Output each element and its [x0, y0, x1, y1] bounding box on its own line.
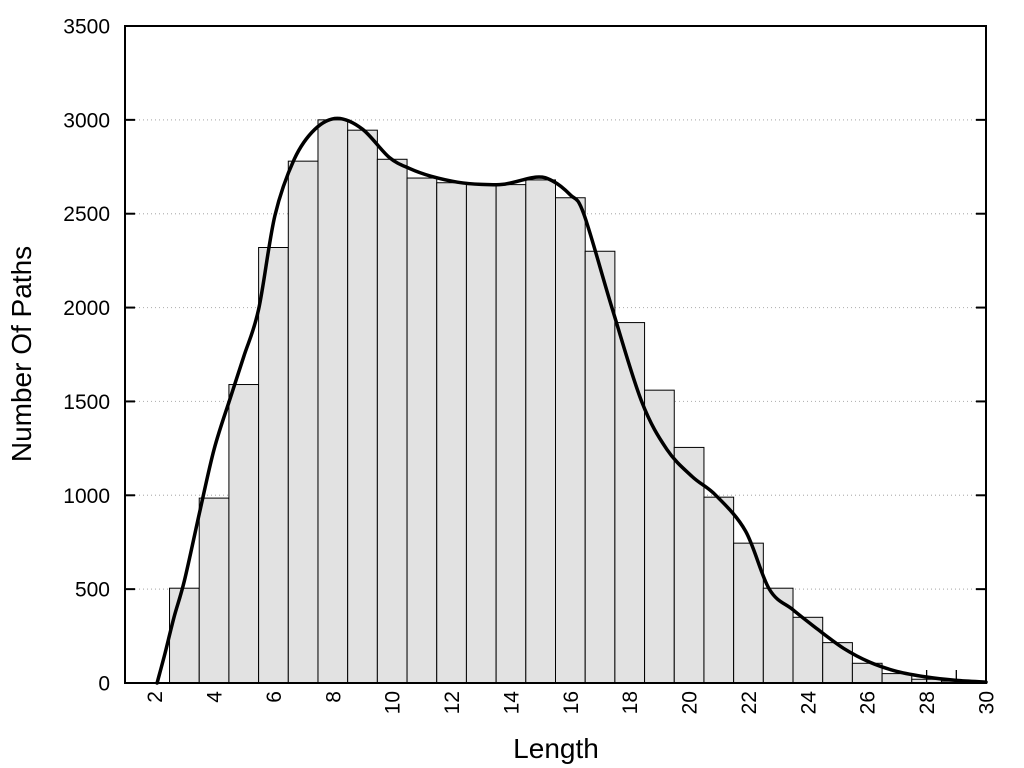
x-tick-label: 28 — [916, 691, 939, 714]
x-axis-title: Length — [513, 733, 599, 764]
histogram-bar — [584, 250, 616, 684]
y-tick-label: 1500 — [63, 391, 110, 414]
histogram-bar — [376, 158, 408, 684]
x-tick-label: 24 — [797, 691, 820, 715]
histogram-bar — [465, 184, 497, 684]
x-tick-label: 6 — [263, 691, 286, 703]
y-tick-label: 1000 — [63, 485, 110, 508]
x-tick-label: 14 — [500, 691, 523, 715]
histogram-bar — [495, 184, 527, 684]
y-tick-label: 3000 — [63, 109, 110, 132]
histogram-bar — [436, 182, 467, 684]
histogram-bar — [258, 247, 289, 684]
y-tick-label: 2000 — [63, 297, 110, 320]
histogram-bar — [762, 587, 794, 684]
histogram-bar — [347, 129, 378, 684]
smoothed-frequency-curve — [155, 116, 988, 685]
plot-border — [124, 25, 987, 684]
histogram-bar — [198, 497, 230, 684]
x-tick-label: 2 — [144, 691, 167, 703]
histogram-bar — [525, 179, 557, 684]
histogram-bar — [614, 322, 646, 684]
histogram-bar — [287, 160, 319, 684]
y-tick-label: 2500 — [63, 203, 110, 226]
histogram-bar — [406, 177, 438, 684]
histogram-bar — [644, 389, 675, 684]
histogram-bar — [555, 197, 586, 684]
y-tick-label: 3500 — [63, 16, 110, 39]
x-tick-label: 22 — [738, 691, 761, 714]
x-tick-label: 30 — [976, 691, 999, 714]
histogram-bar — [228, 384, 260, 684]
x-tick-label: 20 — [679, 691, 702, 714]
y-axis-title: Number Of Paths — [6, 245, 37, 463]
histogram-bar — [317, 119, 349, 684]
x-tick-label: 8 — [322, 691, 345, 703]
y-tick-label: 0 — [98, 673, 110, 696]
x-tick-label: 4 — [204, 691, 227, 703]
x-tick-label: 16 — [560, 691, 583, 714]
histogram-bar — [822, 642, 853, 684]
x-tick-label: 12 — [441, 691, 464, 714]
histogram-bar — [169, 587, 200, 684]
x-tick-label: 26 — [857, 691, 880, 714]
x-tick-label: 10 — [382, 691, 405, 714]
x-tick-label: 18 — [619, 691, 642, 714]
y-tick-label: 500 — [75, 579, 110, 602]
histogram-bar — [703, 496, 735, 684]
histogram-bar — [792, 616, 824, 684]
